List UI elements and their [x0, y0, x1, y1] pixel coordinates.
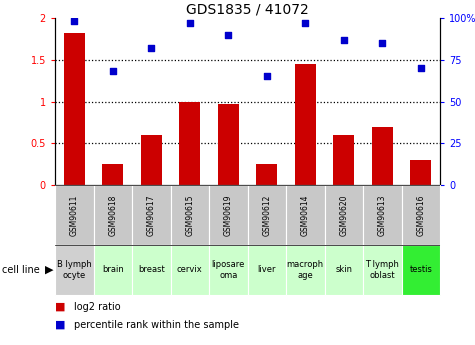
Text: GSM90612: GSM90612 — [262, 194, 271, 236]
Bar — [171, 245, 209, 295]
Point — [225, 32, 232, 38]
Point — [417, 65, 425, 71]
Bar — [401, 185, 440, 245]
Point — [340, 37, 348, 42]
Text: GSM90614: GSM90614 — [301, 194, 310, 236]
Text: cell line: cell line — [2, 265, 40, 275]
Bar — [141, 135, 162, 185]
Bar — [247, 245, 286, 295]
Point — [302, 20, 309, 26]
Bar — [171, 185, 209, 245]
Bar — [55, 185, 94, 245]
Bar — [247, 185, 286, 245]
Point — [186, 20, 193, 26]
Bar — [401, 245, 440, 295]
Text: testis: testis — [409, 266, 432, 275]
Text: GSM90613: GSM90613 — [378, 194, 387, 236]
Text: skin: skin — [335, 266, 352, 275]
Text: ■: ■ — [55, 302, 66, 312]
Bar — [286, 185, 324, 245]
Bar — [94, 185, 132, 245]
Bar — [294, 64, 316, 185]
Text: GSM90619: GSM90619 — [224, 194, 233, 236]
Bar — [363, 185, 401, 245]
Text: macroph
age: macroph age — [287, 260, 324, 280]
Bar — [410, 160, 431, 185]
Bar — [132, 185, 171, 245]
Bar — [209, 185, 247, 245]
Bar — [64, 33, 85, 185]
Point — [379, 40, 386, 46]
Bar — [324, 185, 363, 245]
Text: GSM90620: GSM90620 — [339, 194, 348, 236]
Bar — [333, 135, 354, 185]
Bar — [94, 245, 132, 295]
Bar — [218, 104, 239, 185]
Text: brain: brain — [102, 266, 124, 275]
Text: B lymph
ocyte: B lymph ocyte — [57, 260, 92, 280]
Bar — [371, 127, 393, 185]
Text: percentile rank within the sample: percentile rank within the sample — [74, 320, 239, 330]
Bar — [102, 164, 124, 185]
Bar — [55, 245, 94, 295]
Bar — [179, 101, 200, 185]
Text: GSM90617: GSM90617 — [147, 194, 156, 236]
Text: T lymph
oblast: T lymph oblast — [365, 260, 399, 280]
Bar — [324, 245, 363, 295]
Text: GSM90611: GSM90611 — [70, 194, 79, 236]
Text: ▶: ▶ — [45, 265, 54, 275]
Text: breast: breast — [138, 266, 165, 275]
Text: liposare
oma: liposare oma — [211, 260, 245, 280]
Text: ■: ■ — [55, 320, 66, 330]
Point — [70, 19, 78, 24]
Bar — [286, 245, 324, 295]
Text: liver: liver — [257, 266, 276, 275]
Text: GSM90615: GSM90615 — [185, 194, 194, 236]
Title: GDS1835 / 41072: GDS1835 / 41072 — [186, 3, 309, 17]
Point — [109, 69, 116, 74]
Bar — [209, 245, 247, 295]
Text: GSM90618: GSM90618 — [108, 194, 117, 236]
Text: log2 ratio: log2 ratio — [74, 302, 121, 312]
Text: cervix: cervix — [177, 266, 203, 275]
Point — [147, 45, 155, 51]
Bar — [256, 164, 277, 185]
Bar — [132, 245, 171, 295]
Bar — [363, 245, 401, 295]
Point — [263, 74, 271, 79]
Text: GSM90616: GSM90616 — [416, 194, 425, 236]
